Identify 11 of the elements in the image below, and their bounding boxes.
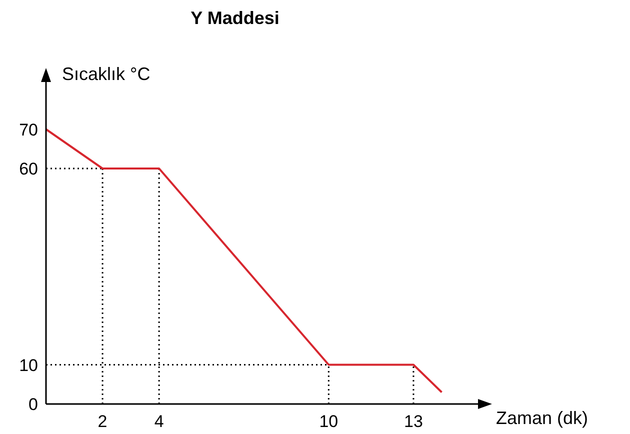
y-tick-label: 10: [19, 356, 38, 375]
x-tick-label: 4: [154, 412, 164, 431]
x-axis-title: Zaman (dk): [496, 408, 588, 428]
x-tick-label: 13: [404, 412, 423, 431]
y-tick-label: 0: [28, 395, 38, 414]
y-tick-label: 70: [19, 120, 38, 140]
x-tick-label: 10: [319, 412, 338, 431]
y-axis-title: Sıcaklık °C: [62, 64, 150, 84]
chart-title: Y Maddesi: [190, 8, 280, 28]
x-tick-label: 2: [98, 412, 108, 431]
y-tick-label: 60: [19, 160, 38, 178]
